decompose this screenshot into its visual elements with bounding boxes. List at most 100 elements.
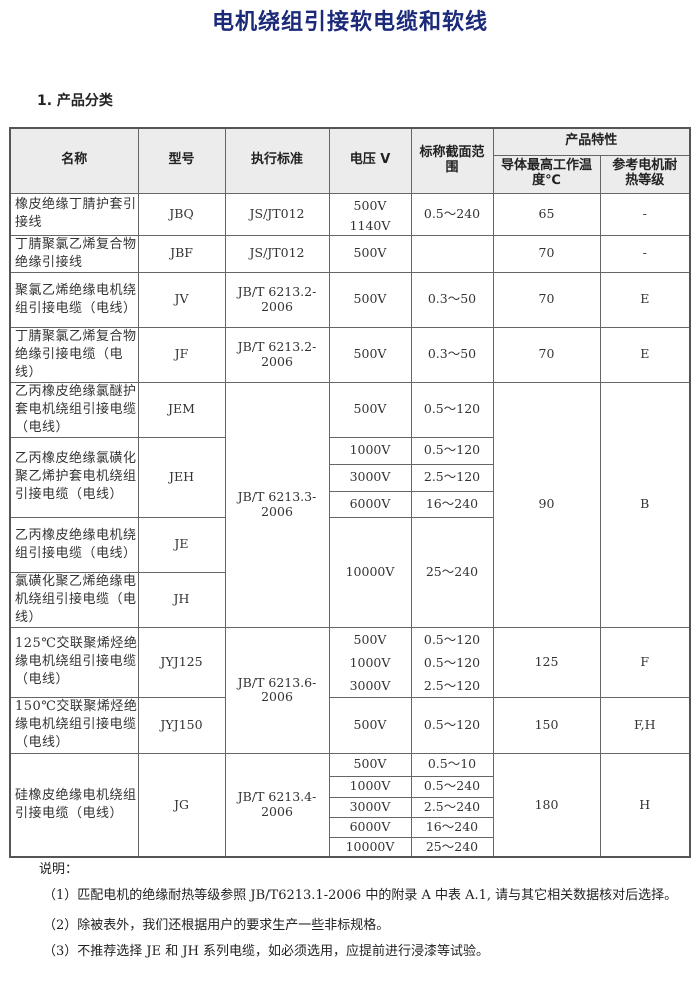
note-item: （3）不推荐选择 JE 和 JH 系列电缆，如必须选用，应提前进行浸漆等试验。 bbox=[43, 944, 490, 959]
cell-name: 硅橡皮绝缘电机绕组引接电缆（电线） bbox=[9, 752, 139, 858]
cell-voltage: 1000V bbox=[328, 775, 412, 798]
cell-name: 乙丙橡皮绝缘电机绕组引接电缆（电线） bbox=[9, 516, 139, 573]
cell-range: 0.5～120 bbox=[410, 696, 494, 754]
cell-temp: 180 bbox=[492, 752, 601, 858]
header-voltage: 电压 V bbox=[328, 127, 412, 194]
cell-model: JE bbox=[137, 516, 226, 573]
table-row: 6000V 16～240 bbox=[10, 490, 690, 518]
cell-name: 150℃交联聚烯烃绝缘电机绕组引接电缆（电线） bbox=[9, 696, 139, 754]
cell-name: 乙丙橡皮绝缘氯醚护套电机绕组引接电缆（电线） bbox=[9, 381, 139, 438]
cell-range: 0.5～240 bbox=[410, 192, 494, 236]
cell-name: 丁腈聚氯乙烯复合物绝缘引接电缆（电线） bbox=[9, 326, 139, 383]
cell-standard: JS/JT012 bbox=[224, 234, 330, 273]
cell-range: 25～240 bbox=[410, 516, 494, 628]
header-name: 名称 bbox=[9, 127, 139, 194]
cell-range: 0.5～120 bbox=[410, 436, 494, 465]
header-range: 标称截面范围 bbox=[410, 127, 494, 194]
cell-name: 氯磺化聚乙烯绝缘电机绕组引接电缆（电线） bbox=[9, 571, 139, 628]
table-row: 150℃交联聚烯烃绝缘电机绕组引接电缆（电线） JYJ150 500V 0.5～… bbox=[9, 696, 691, 754]
cell-temp: 150 bbox=[492, 696, 601, 754]
header-temp: 导体最高工作温度℃ bbox=[492, 154, 601, 194]
cell-grade: E bbox=[599, 326, 691, 383]
table-row: 乙丙橡皮绝缘氯磺化聚乙烯护套电机绕组引接电缆（电线） JEH 1000V 0.5… bbox=[9, 436, 690, 518]
cell-voltage: 1000V bbox=[328, 436, 412, 465]
cell-name: 丁腈聚氯乙烯复合物绝缘引接线 bbox=[9, 234, 139, 273]
cell-name: 橡皮绝缘丁腈护套引接线 bbox=[9, 192, 139, 236]
cell-temp: 125 bbox=[492, 626, 601, 698]
table-row: 丁腈聚氯乙烯复合物绝缘引接电缆（电线） JF JB/T 6213.2-2006 … bbox=[9, 326, 691, 383]
cell-range: 0.3～50 bbox=[410, 271, 494, 328]
range-value: 0.5～120 bbox=[423, 654, 481, 670]
cell-standard: JB/T 6213.2-2006 bbox=[224, 271, 330, 328]
notes-heading: 说明： bbox=[39, 862, 79, 877]
cell-range: 0.5～120 bbox=[410, 381, 494, 438]
cell-voltage: 500V bbox=[328, 752, 412, 777]
cell-voltage: 3000V bbox=[328, 463, 412, 492]
voltage-value: 1140V bbox=[349, 217, 391, 233]
header-standard: 执行标准 bbox=[224, 127, 330, 194]
cell-model: JYJ125 bbox=[137, 626, 226, 698]
cell-voltage: 500V 1000V 3000V bbox=[328, 626, 412, 698]
cell-temp: 70 bbox=[492, 271, 601, 328]
note-item: （1）匹配电机的绝缘耐热等级参照 JB/T6213.1-2006 中的附录 A … bbox=[43, 888, 678, 903]
table-row: 3000V 2.5～120 bbox=[10, 463, 690, 492]
table-row: 氯磺化聚乙烯绝缘电机绕组引接电缆（电线） JH bbox=[9, 571, 690, 628]
cell-standard: JS/JT012 bbox=[224, 192, 330, 236]
table-row: 橡皮绝缘丁腈护套引接线 JBQ JS/JT012 500V 1140V 0.5～2… bbox=[9, 192, 691, 236]
page-title: 电机绕组引接软电缆和软线 bbox=[211, 10, 488, 35]
note-item: （2）除被表外，我们还根据用户的要求生产一些非标规格。 bbox=[43, 918, 390, 933]
table-row: 硅橡皮绝缘电机绕组引接电缆（电线） JG JB/T 6213.4-2006 50… bbox=[9, 752, 691, 858]
cell-model: JF bbox=[137, 326, 226, 383]
cell-standard: JB/T 6213.4-2006 bbox=[224, 752, 330, 858]
cell-grade: - bbox=[599, 192, 691, 236]
table-row: 125℃交联聚烯烃绝缘电机绕组引接电缆（电线） JYJ125 JB/T 6213… bbox=[9, 626, 691, 754]
cell-grade: F bbox=[599, 626, 691, 698]
cell-voltage: 10000V bbox=[328, 836, 412, 858]
cell-model: JEH bbox=[137, 436, 226, 518]
cell-name: 乙丙橡皮绝缘氯磺化聚乙烯护套电机绕组引接电缆（电线） bbox=[9, 436, 139, 518]
cell-grade: - bbox=[599, 234, 691, 273]
cell-name: 125℃交联聚烯烃绝缘电机绕组引接电缆（电线） bbox=[9, 626, 139, 698]
cell-range: 0.3～50 bbox=[410, 326, 494, 383]
cell-grade: H bbox=[599, 752, 691, 858]
cell-voltage: 6000V bbox=[328, 490, 412, 518]
table-row: 乙丙橡皮绝缘氯醚护套电机绕组引接电缆（电线） JEM JB/T 6213.3-2… bbox=[9, 381, 691, 628]
cell-standard: JB/T 6213.2-2006 bbox=[224, 326, 330, 383]
voltage-value: 500V bbox=[353, 197, 387, 213]
cell-standard: JB/T 6213.6-2006 bbox=[224, 626, 330, 754]
cell-range: 16～240 bbox=[410, 490, 494, 518]
cell-grade: B bbox=[599, 381, 691, 628]
cell-range: 2.5～120 bbox=[410, 463, 494, 492]
cell-voltage: 6000V bbox=[328, 816, 412, 838]
cell-voltage: 500V 1140V bbox=[328, 192, 412, 236]
cell-temp: 90 bbox=[492, 381, 601, 628]
cell-range bbox=[410, 234, 494, 273]
cell-voltage: 500V bbox=[328, 271, 412, 328]
cell-range: 16～240 bbox=[410, 816, 494, 838]
cell-model: JEM bbox=[137, 381, 226, 438]
table-row: 1000V 0.5～240 bbox=[10, 775, 690, 798]
cell-grade: E bbox=[599, 271, 691, 328]
cell-range: 25～240 bbox=[410, 836, 494, 858]
table-row: 10000V 25～240 bbox=[10, 836, 690, 858]
table-row: 3000V 2.5～240 bbox=[10, 796, 690, 818]
cell-model: JBF bbox=[137, 234, 226, 273]
cell-voltage: 10000V bbox=[328, 516, 412, 628]
notes: 说明： （1）匹配电机的绝缘耐热等级参照 JB/T6213.1-2006 中的附… bbox=[9, 858, 694, 965]
header-model: 型号 bbox=[137, 127, 226, 194]
header-grade: 参考电机耐热等级 bbox=[599, 154, 691, 194]
cell-model: JV bbox=[137, 271, 226, 328]
cell-name: 聚氯乙烯绝缘电机绕组引接电缆（电线） bbox=[9, 271, 139, 328]
cell-voltage: 500V bbox=[328, 234, 412, 273]
cell-range: 0.5～240 bbox=[410, 775, 494, 798]
table-row: 聚氯乙烯绝缘电机绕组引接电缆（电线） JV JB/T 6213.2-2006 5… bbox=[9, 271, 691, 328]
cell-grade: F,H bbox=[599, 696, 691, 754]
cell-temp: 65 bbox=[492, 192, 601, 236]
cell-voltage: 500V bbox=[328, 326, 412, 383]
cell-range: 0.5～120 0.5～120 2.5～120 bbox=[410, 626, 494, 698]
cell-model: JYJ150 bbox=[137, 696, 226, 754]
cell-voltage: 500V bbox=[328, 696, 412, 754]
header-props: 产品特性 bbox=[492, 127, 691, 156]
range-value: 2.5～120 bbox=[423, 677, 481, 693]
cell-range: 2.5～240 bbox=[410, 796, 494, 818]
